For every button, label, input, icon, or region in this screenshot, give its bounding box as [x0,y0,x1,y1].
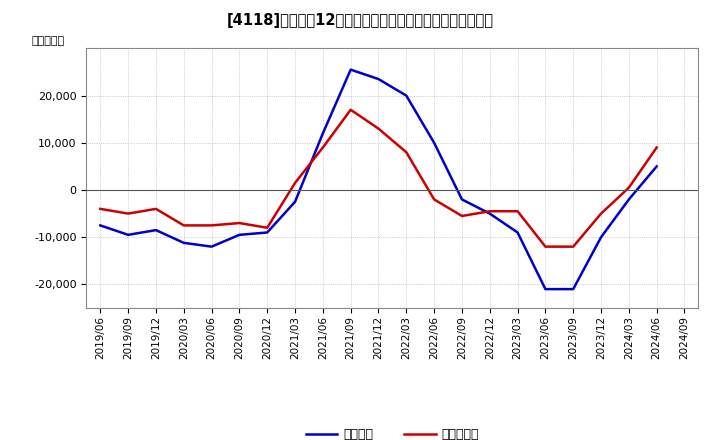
経常利益 [346,67,355,72]
Line: 当期純利益: 当期純利益 [100,110,657,247]
当期純利益 [207,223,216,228]
当期純利益 [597,211,606,216]
経常利益 [207,244,216,249]
当期純利益 [346,107,355,112]
当期純利益 [179,223,188,228]
Text: [4118]　利益の12か月移動合計の対前年同期増減額の推移: [4118] 利益の12か月移動合計の対前年同期増減額の推移 [227,13,493,28]
当期純利益 [318,145,327,150]
Legend: 経常利益, 当期純利益: 経常利益, 当期純利益 [300,423,485,440]
当期純利益 [652,145,661,150]
経常利益 [263,230,271,235]
当期純利益 [291,180,300,186]
当期純利益 [152,206,161,212]
当期純利益 [430,197,438,202]
経常利益 [152,227,161,233]
経常利益 [569,286,577,292]
当期純利益 [124,211,132,216]
当期純利益 [624,185,633,190]
当期純利益 [374,126,383,131]
当期純利益 [402,150,410,155]
Text: （百万円）: （百万円） [31,36,65,46]
経常利益 [513,230,522,235]
経常利益 [291,199,300,205]
経常利益 [624,197,633,202]
経常利益 [179,240,188,246]
当期純利益 [458,213,467,219]
経常利益 [235,232,243,238]
経常利益 [96,223,104,228]
経常利益 [458,197,467,202]
当期純利益 [541,244,550,249]
経常利益 [485,211,494,216]
当期純利益 [263,225,271,231]
経常利益 [374,77,383,82]
当期純利益 [513,209,522,214]
Line: 経常利益: 経常利益 [100,70,657,289]
経常利益 [430,140,438,146]
当期純利益 [485,209,494,214]
経常利益 [402,93,410,98]
当期純利益 [96,206,104,212]
当期純利益 [235,220,243,226]
経常利益 [124,232,132,238]
経常利益 [318,131,327,136]
当期純利益 [569,244,577,249]
経常利益 [652,164,661,169]
経常利益 [597,235,606,240]
経常利益 [541,286,550,292]
